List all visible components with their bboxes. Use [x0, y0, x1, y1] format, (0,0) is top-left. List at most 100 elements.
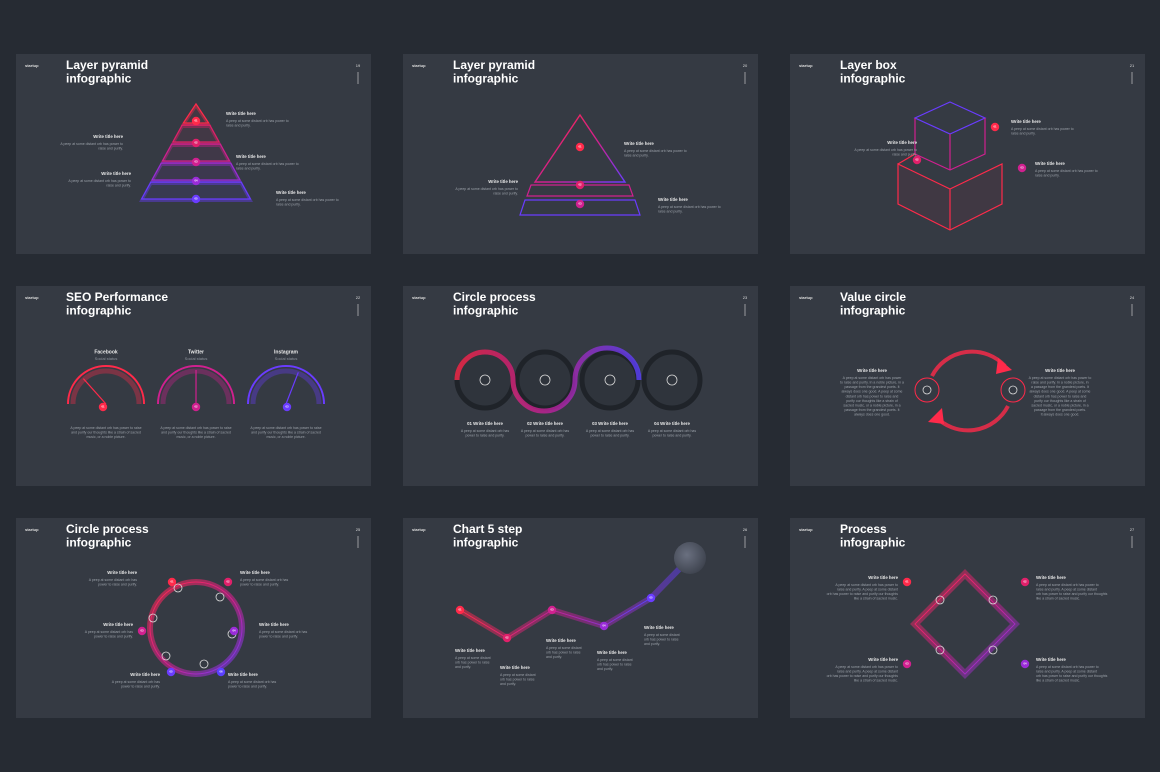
item-title: Write title here [103, 622, 133, 627]
marker-number: 03 [285, 405, 289, 409]
item-text: and purify. [597, 667, 613, 671]
marker [98, 402, 108, 412]
item-title: Write title here [868, 575, 898, 580]
slide-title: Process [840, 522, 887, 536]
marker-number: 05 [169, 670, 173, 674]
item-title: 01 Write title here [467, 421, 503, 426]
process-icon [988, 645, 998, 655]
slide-title: Circle process [453, 290, 536, 304]
item-text: power to raise and purify. [98, 583, 137, 587]
marker-number: 02 [505, 636, 509, 640]
icon-ring [1000, 377, 1026, 403]
item-text: A peep at some distant orb has power to [276, 198, 339, 202]
item-text: A peep at some distant orb has power to [1036, 583, 1099, 587]
brand: startup [799, 527, 813, 532]
item-text: raise and purify. [226, 124, 251, 128]
item-text: raise and purify. [106, 184, 131, 188]
marker [575, 199, 585, 209]
gauge-arc [247, 365, 325, 405]
item-title: Write title here [500, 665, 530, 670]
item-text: raise and purify. In a noble picture, in [1031, 381, 1088, 385]
item-text: always does one good. A peep at some [1030, 390, 1091, 394]
slide-background [16, 286, 371, 486]
icon-ring [914, 377, 940, 403]
process-circle [514, 349, 576, 411]
marker [167, 577, 177, 587]
moon [674, 542, 706, 574]
item-text: raise and purify. A peep at some distant [1036, 588, 1097, 592]
marker [229, 626, 239, 636]
item-text: power to raise and purify. [240, 583, 279, 587]
item-text: power to raise and purify. [259, 635, 298, 639]
brand: startup [25, 63, 39, 68]
item-text: A peep at some distant orb has power to … [250, 426, 321, 430]
marker [599, 621, 609, 631]
item-title: Write title here [93, 134, 123, 139]
item-text: distant orb has power to raise and [1034, 394, 1087, 398]
ring-icon [199, 659, 209, 669]
item-title: Write title here [857, 368, 887, 373]
item-text: like a strain of sacred music. [854, 679, 898, 683]
gauge-arc-inner [70, 368, 142, 405]
marker-number: 02 [194, 141, 198, 145]
item-title: Write title here [868, 657, 898, 662]
item-text: orb has power to raise [546, 651, 581, 655]
page-number: 22 [356, 295, 361, 300]
process-icon [539, 374, 551, 386]
value-arrow [930, 349, 1007, 377]
marker [902, 577, 912, 587]
process-icon [935, 645, 945, 655]
gauge-sub: Social status [185, 356, 208, 361]
process-icon [666, 374, 678, 386]
item-text: passage from the grandest poets. It [844, 408, 899, 412]
ring-icon [161, 651, 171, 661]
item-text: A peep at some distant orb has power to [455, 187, 518, 191]
item-text: raise and purify. [98, 147, 123, 151]
item-text: power to raise and purify. [94, 635, 133, 639]
item-text: A peep at some distant orb has [259, 630, 308, 634]
marker [191, 402, 201, 412]
item-text: A peep at some distant orb has power to [658, 205, 721, 209]
gauge-needle [82, 378, 107, 405]
item-text: A peep at some distant orb has power to … [160, 426, 231, 430]
pyramid-layer [161, 143, 231, 162]
item-text: orb has power to raise [644, 638, 679, 642]
item-text: passage from the grandest poets. It [844, 385, 899, 389]
icon [922, 385, 932, 395]
item-text: raise and purify. [658, 210, 683, 214]
arrow-head [996, 358, 1012, 374]
item-title: Write title here [101, 171, 131, 176]
item-text: A peep at some distant orb has [461, 429, 510, 433]
item-text: A peep at some distant orb has power to … [70, 426, 141, 430]
process-icon [479, 374, 491, 386]
item-title: Write title here [276, 190, 306, 195]
item-text: A peep at some distant orb has [85, 630, 134, 634]
item-text: A peep at some distant orb has power to [68, 179, 131, 183]
item-text: passage from the grandest poets. [1034, 408, 1086, 412]
marker-number: 05 [649, 596, 653, 600]
item-title: Write title here [259, 622, 289, 627]
item-title: Write title here [240, 570, 270, 575]
item-text: orb has power to raise [455, 661, 490, 665]
marker-number: 01 [993, 125, 997, 129]
page-number: 24 [1130, 295, 1135, 300]
marker-number: 06 [219, 670, 223, 674]
gauge-sub: Social status [275, 356, 298, 361]
item-text: power to raise and purify. [652, 434, 691, 438]
item-text: power to raise and purify. [465, 434, 504, 438]
item-title: Write title here [597, 650, 627, 655]
item-text: raise and purify. A peep at some distant [837, 588, 898, 592]
item-title: Write title here [658, 197, 688, 202]
item-title: 02 Write title here [527, 421, 563, 426]
gauge-name: Facebook [94, 349, 118, 355]
ring-icon [215, 592, 225, 602]
item-text: A peep at some distant orb has power to [835, 583, 898, 587]
item-text: power to raise and purify. [590, 434, 629, 438]
gauge-arc [67, 365, 145, 405]
brand: startup [412, 63, 426, 68]
marker-number: 03 [1020, 166, 1024, 170]
